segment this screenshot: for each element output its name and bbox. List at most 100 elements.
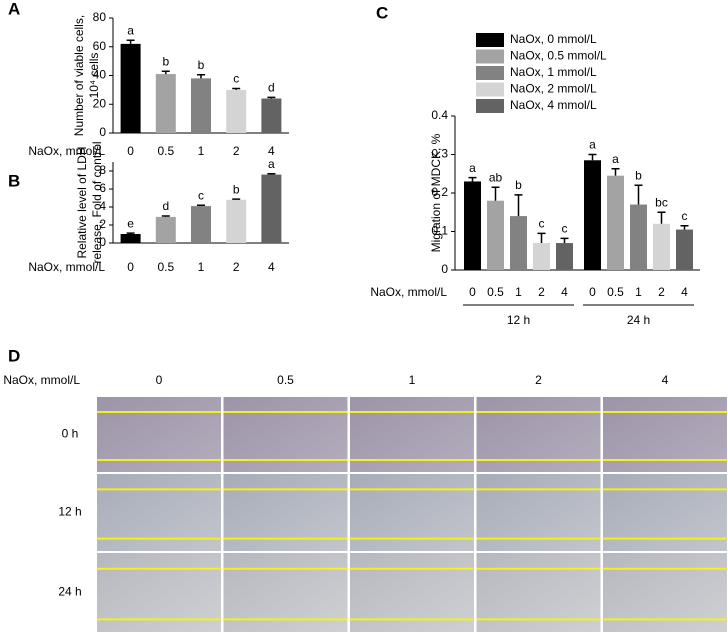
error-bar [126, 39, 135, 44]
row-label: 12 h [58, 505, 81, 519]
bar [533, 243, 550, 270]
significance-letter: bc [655, 195, 668, 209]
bar [120, 43, 141, 133]
panel-label: A [8, 0, 20, 18]
x-axis-label: NaOx, mmol/L [28, 260, 105, 274]
significance-letter: b [635, 168, 642, 182]
error-bar [491, 186, 500, 201]
y-axis-label: Number of viable cells, [72, 15, 86, 136]
error-bar [232, 87, 241, 90]
error-bar [680, 224, 689, 230]
bar [630, 204, 647, 270]
y-tick-label: 0 [99, 235, 106, 249]
column-label: 4 [662, 373, 669, 387]
bar [584, 160, 601, 270]
error-bar [161, 70, 170, 75]
y-tick-label: 2 [99, 217, 106, 231]
error-bar [267, 96, 276, 99]
bar [120, 234, 141, 243]
column-label: 1 [409, 373, 416, 387]
error-bar [197, 204, 205, 207]
y-tick-label: 4 [99, 199, 106, 213]
column-label: 0.5 [277, 373, 294, 387]
x-tick-label: 4 [681, 285, 688, 299]
significance-letter: a [589, 138, 596, 152]
x-tick-label: 0 [469, 285, 476, 299]
x-tick-label: 2 [233, 260, 240, 274]
y-tick-label: 0 [441, 262, 448, 276]
legend-label: NaOx, 2 mmol/L [510, 82, 597, 96]
significance-letter: b [198, 58, 205, 72]
significance-letter: c [233, 72, 239, 86]
y-tick-label: 0.3 [431, 147, 448, 161]
bar [510, 216, 527, 270]
error-bar [588, 153, 597, 161]
column-label: 2 [535, 373, 542, 387]
error-bar [267, 172, 276, 175]
significance-letter: c [198, 188, 204, 202]
significance-letter: a [612, 152, 619, 166]
panel-label: D [8, 346, 20, 365]
significance-letter: e [127, 216, 134, 230]
bar [155, 74, 176, 133]
legend-swatch [476, 66, 504, 80]
significance-letter: a [127, 23, 134, 37]
y-tick-label: 8 [99, 163, 106, 177]
legend-label: NaOx, 4 mmol/L [510, 98, 597, 112]
significance-letter: ab [489, 170, 503, 184]
legend-swatch [476, 82, 504, 97]
bar [676, 229, 693, 270]
x-tick-label: 1 [198, 260, 205, 274]
error-bar [126, 232, 135, 234]
bar [261, 174, 282, 243]
bar [556, 243, 573, 270]
y-axis-label: 10⁴ cells [87, 53, 101, 99]
x-tick-label: 4 [268, 144, 275, 158]
panel-label: C [376, 3, 388, 22]
bar [226, 199, 247, 243]
error-bar [468, 176, 477, 182]
legend-label: NaOx, 0 mmol/L [510, 32, 597, 46]
x-tick-label: 0 [127, 260, 134, 274]
x-axis-label: NaOx, mmol/L [370, 285, 447, 299]
significance-letter: b [162, 54, 169, 68]
x-tick-label: 0.5 [487, 285, 504, 299]
y-tick-label: 0.2 [431, 185, 448, 199]
bar [487, 200, 504, 270]
x-tick-label: 2 [658, 285, 665, 299]
bar [464, 181, 481, 270]
error-bar [161, 215, 170, 217]
x-tick-label: 0 [589, 285, 596, 299]
significance-letter: b [515, 178, 522, 192]
row-label: 0 h [62, 427, 79, 441]
significance-letter: c [682, 209, 688, 223]
bar [261, 98, 282, 133]
bar [155, 216, 176, 243]
legend-label: NaOx, 0.5 mmol/L [510, 49, 607, 63]
legend-swatch [476, 99, 504, 113]
y-axis-label: release, Fold of control [90, 141, 104, 263]
error-bar [634, 184, 643, 205]
bar [607, 175, 624, 270]
significance-letter: d [162, 199, 169, 213]
y-tick-label: 0.1 [431, 224, 448, 238]
error-bar [514, 194, 523, 217]
group-label: 24 h [627, 313, 650, 327]
y-tick-label: 80 [93, 10, 107, 24]
x-tick-label: 1 [515, 285, 522, 299]
error-bar [197, 74, 205, 79]
y-tick-label: 6 [99, 181, 106, 195]
x-tick-label: 4 [561, 285, 568, 299]
x-tick-label: 1 [635, 285, 642, 299]
significance-letter: d [268, 81, 275, 95]
panel-label: B [8, 171, 20, 190]
significance-letter: a [268, 157, 275, 171]
column-label: 0 [156, 373, 163, 387]
y-tick-label: 20 [93, 96, 107, 110]
y-axis-label: Relative level of LDH [75, 146, 89, 258]
x-tick-label: 0.5 [157, 144, 174, 158]
x-tick-label: 0.5 [157, 260, 174, 274]
y-tick-label: 0.4 [431, 108, 448, 122]
x-tick-label: 1 [198, 144, 205, 158]
error-bar [657, 211, 666, 224]
